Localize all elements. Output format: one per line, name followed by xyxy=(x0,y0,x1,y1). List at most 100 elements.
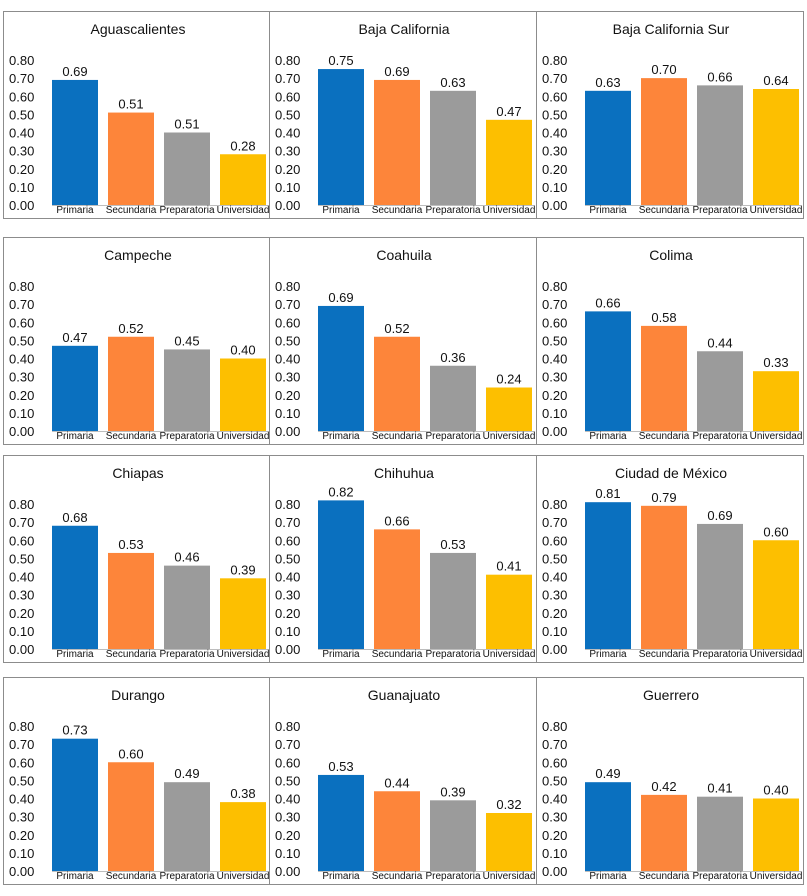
y-tick-label: 0.70 xyxy=(542,737,567,752)
y-tick-label: 0.60 xyxy=(275,89,300,104)
y-tick-label: 0.10 xyxy=(9,846,34,861)
data-label: 0.60 xyxy=(763,524,788,539)
y-tick-label: 0.10 xyxy=(542,846,567,861)
data-label: 0.32 xyxy=(496,797,521,812)
y-tick-label: 0.20 xyxy=(542,162,567,177)
y-tick-label: 0.10 xyxy=(9,180,34,195)
y-tick-label: 0.10 xyxy=(275,180,300,195)
y-tick-label: 0.30 xyxy=(542,588,567,603)
bar xyxy=(318,305,364,431)
y-tick-label: 0.20 xyxy=(9,606,34,621)
x-tick-label: Preparatoria xyxy=(159,649,214,660)
y-tick-label: 0.80 xyxy=(275,497,300,512)
y-tick-label: 0.00 xyxy=(542,198,567,213)
bar xyxy=(52,79,98,205)
y-tick-label: 0.00 xyxy=(9,864,34,879)
y-tick-label: 0.80 xyxy=(542,719,567,734)
data-label: 0.44 xyxy=(384,775,409,790)
x-tick-label: Preparatoria xyxy=(692,649,747,660)
chart-title: Ciudad de México xyxy=(615,465,727,481)
bar xyxy=(318,69,364,205)
x-tick-label: Secundaria xyxy=(106,871,157,882)
y-tick-label: 0.30 xyxy=(275,810,300,825)
bar xyxy=(697,351,743,431)
chart-panel: Baja California Sur 0.00 0.10 0.20 0.30 0.40 0… xyxy=(536,11,804,219)
y-tick-label: 0.30 xyxy=(275,370,300,385)
data-label: 0.51 xyxy=(118,97,143,112)
bar xyxy=(641,794,687,871)
y-tick-label: 0.70 xyxy=(9,515,34,530)
chart-panel: Ciudad de México 0.00 0.10 0.20 0.30 0.40 0.50… xyxy=(536,455,804,663)
x-tick-label: Secundaria xyxy=(372,649,423,660)
chart-panel: Chiapas 0.00 0.10 0.20 0.30 0.40 0.50 0.60 0.70 0… xyxy=(3,455,271,663)
y-tick-label: 0.40 xyxy=(275,792,300,807)
chart-title: Colima xyxy=(649,247,693,263)
x-tick-label: Primaria xyxy=(322,649,360,660)
y-tick-label: 0.00 xyxy=(542,642,567,657)
bar xyxy=(585,311,631,431)
bar-chart: Baja California 0.00 0.10 0.20 0.30 0.40 0.50 0… xyxy=(275,21,535,216)
bar xyxy=(753,89,799,205)
y-tick-label: 0.20 xyxy=(275,828,300,843)
bar-chart: Colima 0.00 0.10 0.20 0.30 0.40 0.50 0.60 0.70 0.… xyxy=(542,247,802,442)
chart-panel: Guerrero 0.00 0.10 0.20 0.30 0.40 0.50 0.60 0.70… xyxy=(536,677,804,885)
y-tick-label: 0.20 xyxy=(542,828,567,843)
chart-title: Coahuila xyxy=(376,247,431,263)
y-tick-label: 0.60 xyxy=(542,89,567,104)
y-tick-label: 0.40 xyxy=(9,792,34,807)
y-tick-label: 0.00 xyxy=(275,642,300,657)
data-label: 0.66 xyxy=(384,513,409,528)
y-tick-label: 0.60 xyxy=(9,755,34,770)
x-tick-label: Primaria xyxy=(56,871,94,882)
x-tick-label: Primaria xyxy=(322,871,360,882)
y-tick-label: 0.20 xyxy=(9,828,34,843)
y-tick-label: 0.00 xyxy=(275,864,300,879)
y-tick-label: 0.60 xyxy=(9,315,34,330)
bar-chart: Guanajuato 0.00 0.10 0.20 0.30 0.40 0.50 0.60 0.… xyxy=(275,687,535,882)
x-tick-label: Secundaria xyxy=(372,871,423,882)
x-tick-label: Preparatoria xyxy=(159,871,214,882)
x-tick-label: Secundaria xyxy=(106,649,157,660)
x-tick-label: Primaria xyxy=(589,871,627,882)
bar-chart: Chiapas 0.00 0.10 0.20 0.30 0.40 0.50 0.60 0.70 0… xyxy=(9,465,269,660)
data-label: 0.49 xyxy=(595,766,620,781)
y-tick-label: 0.00 xyxy=(9,198,34,213)
y-tick-label: 0.30 xyxy=(275,144,300,159)
bar xyxy=(585,502,631,649)
x-tick-label: Preparatoria xyxy=(425,205,480,216)
y-tick-label: 0.40 xyxy=(9,570,34,585)
y-tick-label: 0.20 xyxy=(9,388,34,403)
y-tick-label: 0.40 xyxy=(9,126,34,141)
y-tick-label: 0.70 xyxy=(9,737,34,752)
y-tick-label: 0.70 xyxy=(275,71,300,86)
y-tick-label: 0.50 xyxy=(542,107,567,122)
bar xyxy=(164,782,210,871)
chart-title: Campeche xyxy=(104,247,172,263)
x-tick-label: Preparatoria xyxy=(692,205,747,216)
bar xyxy=(164,132,210,205)
bar-chart: Ciudad de México 0.00 0.10 0.20 0.30 0.40 0.50… xyxy=(542,465,802,660)
bar xyxy=(430,552,476,649)
data-label: 0.39 xyxy=(230,562,255,577)
y-tick-label: 0.50 xyxy=(542,773,567,788)
y-tick-label: 0.40 xyxy=(275,570,300,585)
y-tick-label: 0.70 xyxy=(542,297,567,312)
x-tick-label: Universidad xyxy=(483,431,536,442)
bar xyxy=(108,336,154,431)
y-tick-label: 0.60 xyxy=(542,315,567,330)
y-tick-label: 0.70 xyxy=(275,737,300,752)
x-tick-label: Universidad xyxy=(217,871,270,882)
chart-panel: Colima 0.00 0.10 0.20 0.30 0.40 0.50 0.60 0.70 0.… xyxy=(536,237,804,445)
y-tick-label: 0.60 xyxy=(9,89,34,104)
chart-panel: Aguascalientes 0.00 0.10 0.20 0.30 0.40 0.50 0.… xyxy=(3,11,271,219)
data-label: 0.38 xyxy=(230,786,255,801)
bar xyxy=(486,387,532,431)
y-tick-label: 0.50 xyxy=(9,773,34,788)
y-tick-label: 0.30 xyxy=(9,144,34,159)
x-tick-label: Primaria xyxy=(589,205,627,216)
data-label: 0.52 xyxy=(384,321,409,336)
y-tick-label: 0.20 xyxy=(275,606,300,621)
chart-title: Guerrero xyxy=(643,687,699,703)
data-label: 0.69 xyxy=(62,64,87,79)
y-tick-label: 0.20 xyxy=(542,388,567,403)
